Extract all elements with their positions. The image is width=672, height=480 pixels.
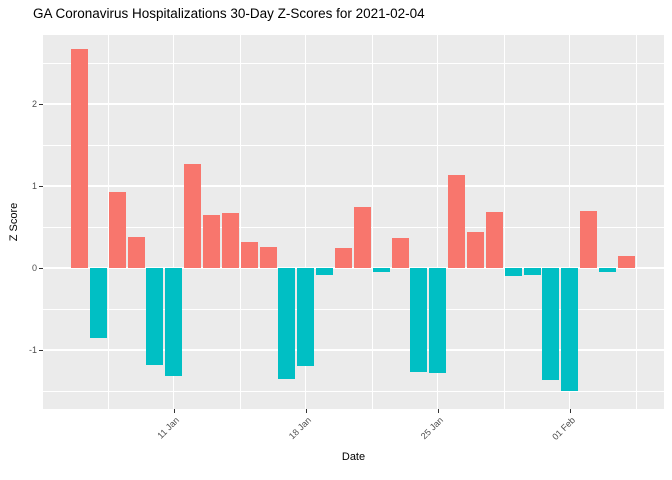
- bar: [184, 163, 202, 268]
- bar: [598, 268, 616, 273]
- x-tick-label: 18 Jan: [286, 415, 313, 442]
- bar: [71, 49, 88, 268]
- h-gridline-minor: [43, 145, 664, 146]
- x-tick-mark: [437, 409, 439, 413]
- bar: [259, 246, 277, 268]
- x-tick-mark: [569, 409, 571, 413]
- bar: [561, 268, 579, 391]
- v-gridline-major: [304, 35, 307, 409]
- bar: [89, 268, 107, 338]
- h-gridline-major: [43, 349, 664, 351]
- bar: [485, 212, 503, 268]
- x-tick-label: 11 Jan: [155, 415, 181, 441]
- v-gridline-major: [568, 35, 571, 409]
- y-tick-label: -1: [28, 345, 37, 355]
- y-tick-mark: [39, 268, 43, 269]
- h-gridline-major: [43, 185, 664, 187]
- x-tick-label: 25 Jan: [418, 415, 445, 442]
- x-tick-mark: [305, 409, 307, 413]
- v-gridline-minor: [239, 35, 241, 409]
- v-gridline-minor: [503, 35, 505, 409]
- bar: [127, 236, 145, 268]
- v-gridline-minor: [107, 35, 109, 409]
- h-gridline-minor: [43, 391, 664, 392]
- h-gridline-minor: [43, 63, 664, 64]
- bar: [146, 268, 164, 365]
- v-gridline-major: [172, 35, 175, 409]
- bar: [278, 268, 296, 379]
- x-tick-label: 01 Feb: [549, 415, 577, 442]
- bar: [448, 175, 466, 268]
- bar: [334, 248, 352, 268]
- bar: [391, 238, 409, 268]
- v-gridline-major: [436, 35, 439, 409]
- h-gridline-minor: [43, 227, 664, 228]
- bar: [523, 268, 541, 276]
- plot-panel: [43, 35, 664, 409]
- bar: [504, 268, 522, 277]
- bar: [372, 268, 390, 273]
- y-tick-mark: [39, 350, 43, 351]
- bar: [353, 207, 371, 268]
- y-tick-label: 2: [31, 99, 37, 109]
- y-tick-mark: [39, 104, 43, 105]
- h-gridline-major: [43, 267, 664, 269]
- bar: [542, 268, 560, 381]
- bar: [617, 255, 635, 268]
- y-tick-label: 0: [31, 263, 37, 273]
- h-gridline-minor: [43, 309, 664, 310]
- y-tick-label: 1: [31, 181, 37, 191]
- bar: [165, 268, 183, 377]
- bar: [202, 214, 220, 268]
- bar: [410, 268, 428, 373]
- bar: [240, 241, 258, 268]
- bar: [466, 231, 484, 268]
- bar: [221, 213, 239, 268]
- bar: [316, 268, 334, 275]
- v-gridline-minor: [635, 35, 637, 409]
- y-tick-mark: [39, 186, 43, 187]
- x-tick-mark: [173, 409, 175, 413]
- bar: [429, 268, 447, 373]
- bar: [580, 210, 598, 268]
- bar: [297, 268, 315, 367]
- bar: [108, 191, 126, 268]
- h-gridline-major: [43, 103, 664, 105]
- x-axis-title: Date: [341, 451, 366, 463]
- v-gridline-minor: [371, 35, 373, 409]
- y-axis-title: Z Score: [8, 202, 20, 242]
- chart-title: GA Coronavirus Hospitalizations 30-Day Z…: [33, 6, 425, 21]
